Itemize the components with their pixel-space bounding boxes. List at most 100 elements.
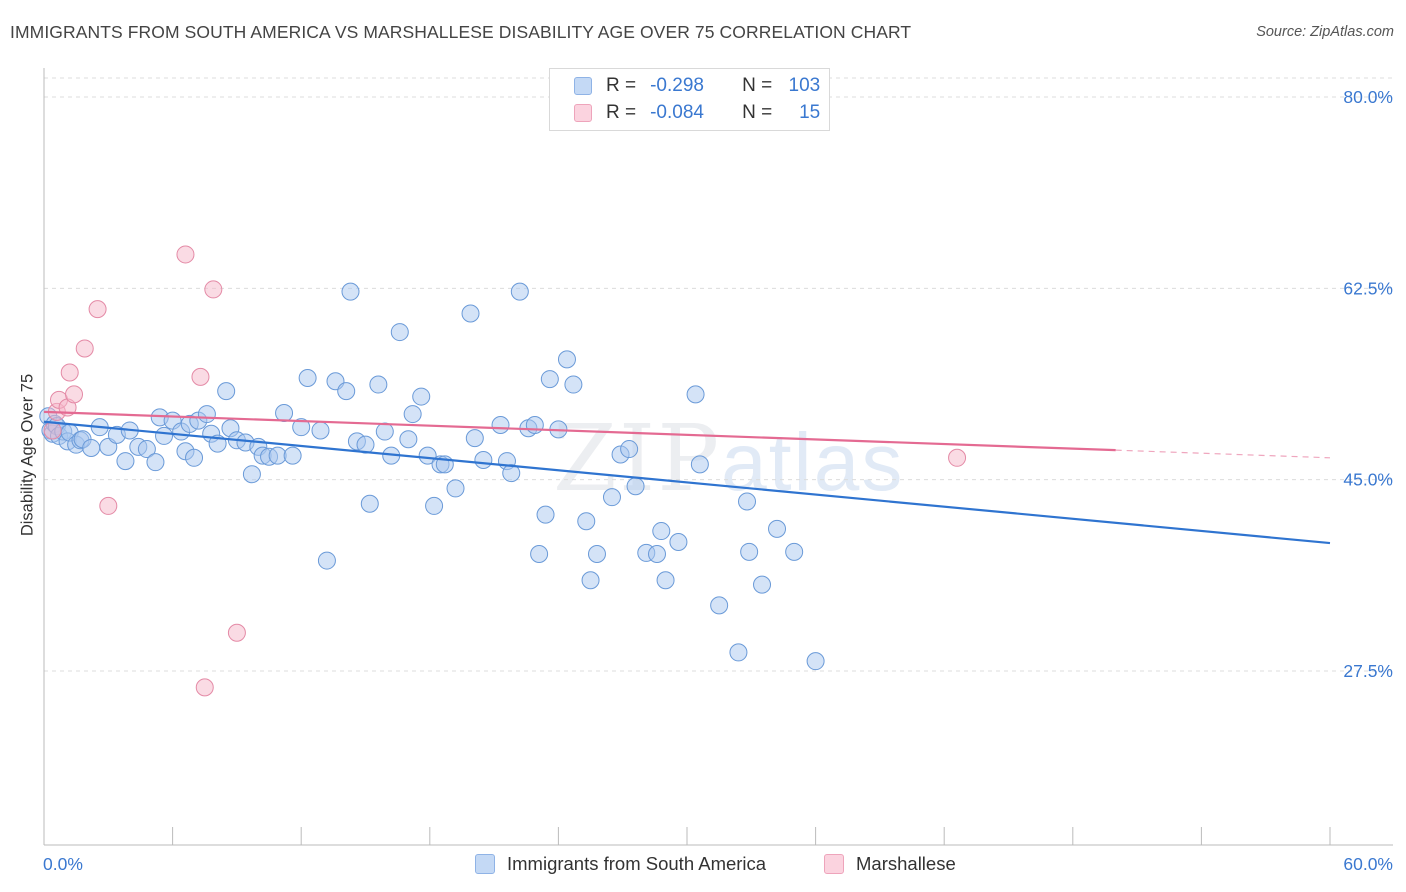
- south-america-point: [753, 575, 772, 594]
- south-america-point: [740, 542, 759, 561]
- south-america-point: [710, 596, 729, 615]
- x-tick-label: 0.0%: [43, 854, 83, 874]
- south-america-point: [275, 403, 294, 422]
- south-america-point: [587, 545, 606, 564]
- legend-r-label: R =: [606, 102, 637, 123]
- y-axis-title: Disability Age Over 75: [18, 373, 37, 537]
- south-america-point: [461, 304, 480, 323]
- y-tick-label: 27.5%: [1343, 661, 1393, 681]
- south-america-point: [530, 545, 549, 564]
- south-america-point: [620, 440, 639, 459]
- south-america-point: [536, 505, 555, 524]
- bottom-legend-label: Marshallese: [856, 853, 956, 874]
- y-tick-label: 80.0%: [1343, 87, 1393, 107]
- marshallese-point: [60, 363, 79, 382]
- watermark-atlas: atlas: [721, 417, 905, 508]
- south-america-point: [557, 350, 576, 369]
- source-label: Source: ZipAtlas.com: [1256, 24, 1394, 40]
- south-america-point: [356, 435, 375, 454]
- marshallese-point: [75, 339, 94, 358]
- south-america-point: [510, 282, 529, 301]
- south-america-point: [502, 464, 521, 483]
- south-america-point: [656, 571, 675, 590]
- south-america-point: [491, 416, 510, 434]
- south-america-point: [647, 545, 666, 564]
- south-america-point: [418, 446, 437, 465]
- marshallese-point: [176, 245, 195, 264]
- south-america-point: [669, 532, 688, 551]
- south-america-point: [465, 429, 484, 448]
- south-america-point: [116, 452, 135, 471]
- south-america-point: [311, 421, 330, 440]
- south-america-point: [185, 448, 204, 467]
- marshallese-point: [227, 623, 246, 642]
- south-america-point: [137, 440, 156, 459]
- south-america-point: [360, 494, 379, 513]
- marshallese-point: [43, 421, 62, 440]
- south-america-point: [785, 542, 804, 561]
- south-america-point: [652, 522, 671, 541]
- legend-n-value: 15: [799, 102, 821, 123]
- marshallese-point: [191, 367, 210, 386]
- legend-r-value: -0.084: [650, 102, 704, 123]
- y-tick-label: 45.0%: [1343, 470, 1393, 490]
- south-america-point: [242, 465, 261, 484]
- south-america-point: [806, 652, 825, 671]
- legend-swatch-pink: [574, 104, 592, 122]
- south-america-point: [412, 387, 431, 406]
- south-america-point: [602, 488, 621, 507]
- south-america-point: [403, 405, 422, 424]
- south-america-point: [146, 453, 165, 472]
- marshallese-point: [204, 280, 223, 299]
- y-tick-label: 62.5%: [1343, 278, 1393, 298]
- legend-swatch-blue: [574, 77, 592, 95]
- bottom-legend-swatch-blue: [475, 854, 495, 874]
- south-america-point: [337, 382, 356, 401]
- marshallese-trendline-extension: [1115, 449, 1331, 459]
- south-america-trendline: [43, 420, 1331, 545]
- bottom-legend-south-america: Immigrants from South America: [475, 851, 766, 877]
- legend-n-label: N =: [742, 75, 773, 96]
- south-america-point: [399, 430, 418, 449]
- correlation-legend: R = -0.298 N = 103 R = -0.084 N = 15: [549, 68, 830, 131]
- marshallese-point: [948, 448, 967, 467]
- south-america-point: [729, 643, 748, 662]
- legend-n-label: N =: [742, 102, 773, 123]
- legend-r-label: R =: [606, 75, 637, 96]
- south-america-point: [317, 551, 336, 570]
- south-america-point: [155, 426, 174, 445]
- chart-title: IMMIGRANTS FROM SOUTH AMERICA VS MARSHAL…: [10, 22, 912, 42]
- south-america-point: [375, 422, 394, 441]
- south-america-point: [197, 405, 216, 424]
- legend-row-marshallese: R = -0.084 N = 15: [574, 100, 820, 126]
- bottom-legend-swatch-pink: [824, 854, 844, 874]
- south-america-point: [686, 385, 705, 404]
- marshallese-point: [99, 496, 118, 515]
- south-america-point: [217, 382, 236, 401]
- marshallese-point: [88, 300, 107, 319]
- south-america-point: [738, 492, 757, 511]
- south-america-point: [292, 418, 311, 437]
- south-america-point: [390, 323, 409, 342]
- south-america-point: [768, 519, 787, 538]
- legend-row-south-america: R = -0.298 N = 103: [574, 73, 820, 99]
- marshallese-point: [65, 385, 84, 404]
- legend-r-value: -0.298: [650, 75, 704, 96]
- south-america-point: [369, 375, 388, 394]
- bottom-legend-label: Immigrants from South America: [507, 853, 767, 874]
- south-america-point: [298, 368, 317, 387]
- south-america-point: [626, 477, 645, 496]
- south-america-point: [283, 446, 302, 465]
- south-america-point: [540, 370, 559, 389]
- south-america-point: [341, 282, 360, 301]
- x-tick-label: 60.0%: [1343, 854, 1393, 874]
- south-america-point: [425, 496, 444, 515]
- south-america-point: [474, 450, 493, 469]
- legend-n-value: 103: [788, 75, 821, 96]
- south-america-point: [82, 438, 101, 457]
- south-america-point: [577, 512, 596, 531]
- south-america-point: [525, 416, 544, 434]
- south-america-point: [690, 455, 709, 474]
- south-america-point: [268, 446, 287, 465]
